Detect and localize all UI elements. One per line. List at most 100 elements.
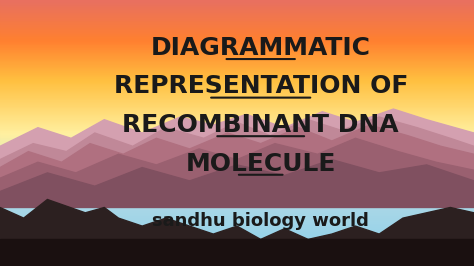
Polygon shape	[0, 125, 474, 197]
Bar	[0, 141, 474, 143]
Bar	[0, 82, 474, 83]
Bar	[0, 240, 474, 241]
Bar	[0, 21, 474, 22]
Bar	[0, 135, 474, 136]
Bar	[0, 22, 474, 23]
Bar	[0, 119, 474, 120]
Bar	[0, 216, 474, 217]
Bar	[0, 87, 474, 89]
Bar	[0, 152, 474, 153]
Bar	[0, 78, 474, 80]
Bar	[0, 156, 474, 157]
Bar	[0, 196, 474, 198]
Polygon shape	[0, 200, 474, 266]
Bar	[0, 225, 474, 226]
Bar	[0, 103, 474, 105]
Bar	[0, 205, 474, 207]
Bar	[0, 9, 474, 11]
Bar	[0, 60, 474, 61]
Bar	[0, 263, 474, 264]
Bar	[0, 109, 474, 110]
Bar	[0, 20, 474, 21]
Bar	[0, 220, 474, 222]
Bar	[0, 12, 474, 13]
Bar	[0, 185, 474, 186]
Bar	[0, 163, 474, 164]
Bar	[0, 35, 474, 36]
Bar	[0, 174, 474, 176]
Bar	[0, 156, 474, 158]
Bar	[0, 113, 474, 114]
Bar	[0, 85, 474, 86]
Bar	[0, 215, 474, 216]
Bar	[0, 206, 474, 207]
Bar	[0, 199, 474, 200]
Bar	[0, 44, 474, 45]
Bar	[0, 144, 474, 146]
Bar	[0, 15, 474, 17]
Bar	[0, 108, 474, 109]
Bar	[0, 149, 474, 151]
Polygon shape	[0, 138, 474, 202]
Bar	[0, 223, 474, 224]
Bar	[0, 237, 474, 239]
Bar	[0, 247, 474, 248]
Bar	[0, 153, 474, 154]
Bar	[0, 6, 474, 7]
Bar	[0, 118, 474, 120]
Text: sandhu biology world: sandhu biology world	[152, 212, 369, 230]
Bar	[0, 124, 474, 126]
Bar	[0, 131, 474, 132]
Bar	[0, 168, 474, 169]
Bar	[0, 15, 474, 16]
Bar	[0, 121, 474, 122]
Bar	[0, 157, 474, 159]
Bar	[0, 68, 474, 69]
Bar	[0, 32, 474, 34]
Bar	[0, 196, 474, 197]
Bar	[0, 134, 474, 136]
Bar	[0, 257, 474, 258]
Bar	[0, 101, 474, 103]
Bar	[0, 217, 474, 218]
Bar	[0, 79, 474, 81]
Bar	[0, 53, 474, 54]
Bar	[0, 52, 474, 53]
Bar	[0, 47, 474, 49]
Bar	[0, 175, 474, 176]
Bar	[0, 154, 474, 155]
Bar	[0, 64, 474, 66]
Bar	[0, 74, 474, 75]
Bar	[0, 148, 474, 149]
Bar	[0, 129, 474, 130]
Bar	[0, 241, 474, 242]
Bar	[0, 230, 474, 231]
Bar	[0, 100, 474, 101]
Bar	[0, 146, 474, 147]
Bar	[0, 92, 474, 93]
Bar	[0, 231, 474, 232]
Bar	[0, 55, 474, 56]
Bar	[0, 145, 474, 146]
Text: RECOMBINANT DNA: RECOMBINANT DNA	[122, 113, 399, 137]
Bar	[0, 70, 474, 72]
Bar	[0, 202, 474, 203]
Bar	[0, 181, 474, 183]
Bar	[0, 23, 474, 24]
Text: DIAGRAMMATIC: DIAGRAMMATIC	[151, 36, 371, 60]
Bar	[0, 61, 474, 63]
Bar	[0, 7, 474, 8]
Bar	[0, 190, 474, 192]
Bar	[0, 23, 474, 25]
Bar	[0, 86, 474, 88]
Bar	[0, 2, 474, 3]
Bar	[0, 24, 474, 26]
Bar	[0, 41, 474, 43]
Bar	[0, 49, 474, 51]
Bar	[0, 173, 474, 175]
Bar	[0, 91, 474, 92]
Bar	[0, 69, 474, 71]
Bar	[0, 14, 474, 15]
Bar	[0, 80, 474, 82]
Bar	[0, 194, 474, 196]
